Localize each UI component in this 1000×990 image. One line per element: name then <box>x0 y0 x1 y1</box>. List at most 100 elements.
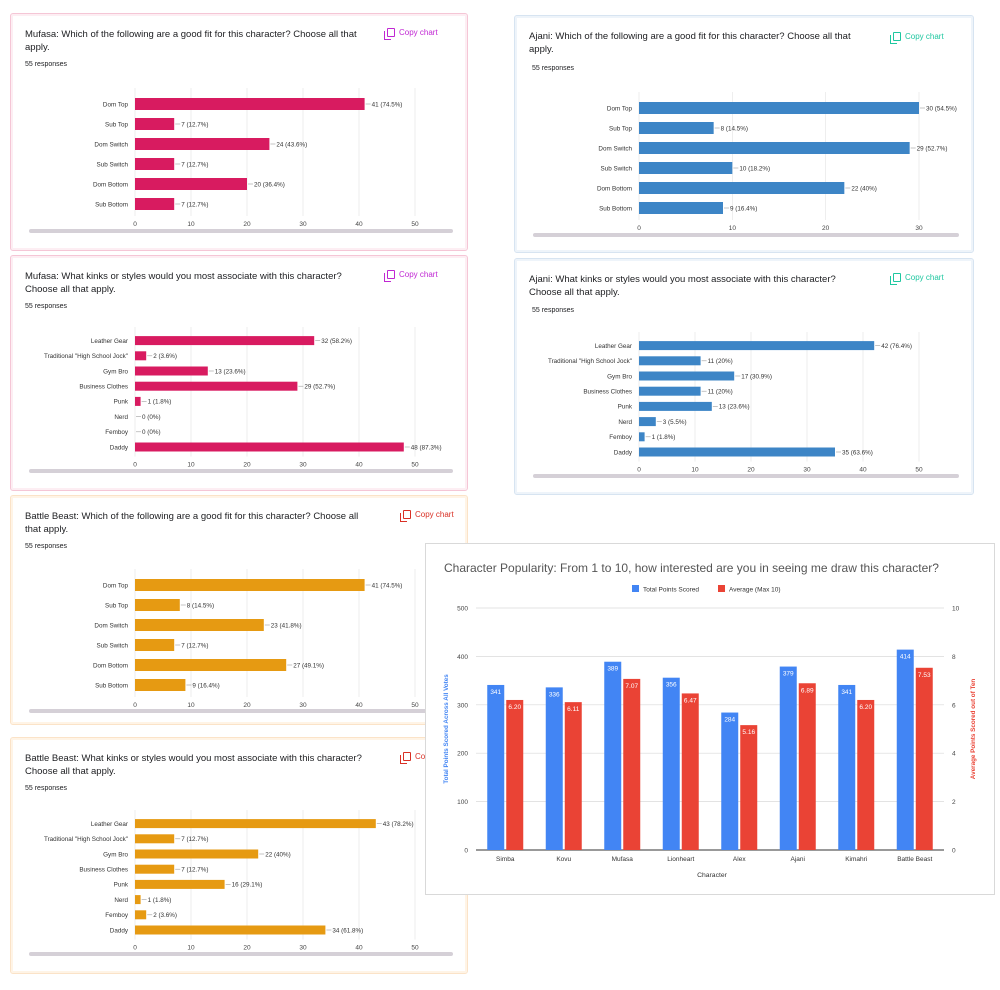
category-label: Femboy <box>609 434 633 441</box>
data-label-average: 6.11 <box>567 706 580 713</box>
x-tick-label: 40 <box>355 702 363 709</box>
bar-total <box>838 684 856 850</box>
copy-chart-button[interactable]: Copy chart <box>890 273 944 285</box>
data-label: 13 (23.6%) <box>719 404 750 411</box>
category-label: Daddy <box>614 449 633 456</box>
data-label: 43 (78.2%) <box>383 821 414 828</box>
bar-total <box>896 649 914 850</box>
bar <box>135 834 175 844</box>
scrollbar[interactable] <box>533 233 959 237</box>
data-label-total: 414 <box>900 654 911 661</box>
x-tick-label: 30 <box>299 221 307 228</box>
data-label: 1 (1.8%) <box>652 434 676 441</box>
category-label: Punk <box>114 882 129 889</box>
bar-average <box>564 702 582 850</box>
category-label: Mufasa <box>612 856 634 863</box>
bar <box>135 879 225 889</box>
bar <box>135 442 404 452</box>
x-tick-label: 30 <box>299 702 307 709</box>
data-label-total: 356 <box>666 682 677 689</box>
copy-chart-button[interactable]: Copy chart <box>890 32 944 44</box>
data-label: 27 (49.1%) <box>293 662 324 669</box>
data-label: 7 (12.7%) <box>181 867 208 874</box>
bar-chart: 0 10 20 30 40 50 Leather Gear 43 (78.2%) Traditi… <box>44 810 419 952</box>
category-label: Business Clothes <box>79 384 128 391</box>
data-label: 2 (3.6%) <box>153 912 177 919</box>
category-label: Femboy <box>105 912 129 919</box>
x-tick-label: 10 <box>187 462 195 469</box>
scrollbar[interactable] <box>29 469 453 473</box>
category-label: Dom Switch <box>94 622 128 629</box>
category-label: Sub Top <box>105 602 128 609</box>
x-tick-label: 0 <box>637 467 641 474</box>
bar-total <box>545 687 563 850</box>
mufasa-kinks-card: Mufasa: What kinks or styles would you m… <box>10 255 468 491</box>
bar <box>135 819 376 829</box>
chart-title: Battle Beast: Which of the following are… <box>25 511 359 535</box>
bar <box>135 336 315 346</box>
scrollbar[interactable] <box>29 709 453 713</box>
category-label: Sub Switch <box>97 642 129 649</box>
category-label: Traditional "High School Jock" <box>548 358 632 365</box>
data-label-average: 6.89 <box>801 687 814 694</box>
y2-axis-title: Average Points Scored out of Ten <box>970 679 977 780</box>
category-label: Leather Gear <box>595 343 632 350</box>
category-label: Gym Bro <box>103 851 128 858</box>
response-count: 55 responses <box>532 307 575 314</box>
category-label: Daddy <box>110 927 129 934</box>
copy-chart-button[interactable]: Copy chart <box>384 28 438 40</box>
category-label: Femboy <box>105 429 129 436</box>
x-tick-label: 50 <box>915 467 923 474</box>
battle-beast-fit-card: Battle Beast: Which of the following are… <box>10 495 468 725</box>
data-label-total: 341 <box>841 689 852 696</box>
chart-title: Ajani: What kinks or styles would you mo… <box>529 274 836 298</box>
bar <box>639 341 875 351</box>
bar <box>135 679 186 691</box>
copy-chart-button[interactable]: Copy chart <box>384 270 438 282</box>
category-label: Simba <box>496 856 515 863</box>
bar <box>639 356 701 366</box>
y-tick-label: 0 <box>464 848 468 855</box>
bar-chart: 0 10 20 30 40 50 Leather Gear 42 (76.4%) Traditi… <box>548 332 923 474</box>
data-label: 22 (40%) <box>265 851 291 858</box>
x-tick-label: 50 <box>411 702 419 709</box>
bar <box>639 122 714 134</box>
scrollbar[interactable] <box>533 474 959 478</box>
x-tick-label: 0 <box>133 702 137 709</box>
scrollbar[interactable] <box>29 952 453 956</box>
scrollbar[interactable] <box>29 229 453 233</box>
copy-chart-label: Copy chart <box>905 32 944 41</box>
category-label: Lionheart <box>667 856 694 863</box>
data-label: 7 (12.7%) <box>181 161 208 168</box>
category-label: Traditional "High School Jock" <box>44 353 128 360</box>
category-label: Gym Bro <box>103 368 128 375</box>
data-label: 20 (36.4%) <box>254 181 285 188</box>
copy-chart-button[interactable]: Copy chart <box>400 510 454 522</box>
x-tick-label: 0 <box>133 462 137 469</box>
data-label: 1 (1.8%) <box>148 897 172 904</box>
data-label-average: 6.20 <box>859 704 872 711</box>
category-label: Dom Top <box>103 582 129 589</box>
data-label: 8 (14.5%) <box>187 602 214 609</box>
category-label: Battle Beast <box>897 856 932 863</box>
category-label: Daddy <box>110 444 129 451</box>
x-tick-label: 10 <box>729 225 737 232</box>
data-label: 34 (61.8%) <box>332 927 363 934</box>
copy-icon <box>400 510 411 522</box>
bar <box>639 401 712 411</box>
bar <box>135 849 259 859</box>
bar <box>135 895 141 905</box>
bar <box>135 619 264 631</box>
x-tick-label: 50 <box>411 945 419 952</box>
bar <box>639 447 835 457</box>
data-label-average: 6.47 <box>684 697 697 704</box>
data-label: 1 (1.8%) <box>148 399 172 406</box>
y2-tick-label: 4 <box>952 751 956 758</box>
bar <box>135 198 175 210</box>
bar <box>135 351 147 361</box>
category-label: Punk <box>114 399 129 406</box>
copy-icon <box>384 28 395 40</box>
data-label: 48 (87.3%) <box>411 444 442 451</box>
x-axis-title: Character <box>697 872 728 879</box>
category-label: Nerd <box>114 897 128 904</box>
